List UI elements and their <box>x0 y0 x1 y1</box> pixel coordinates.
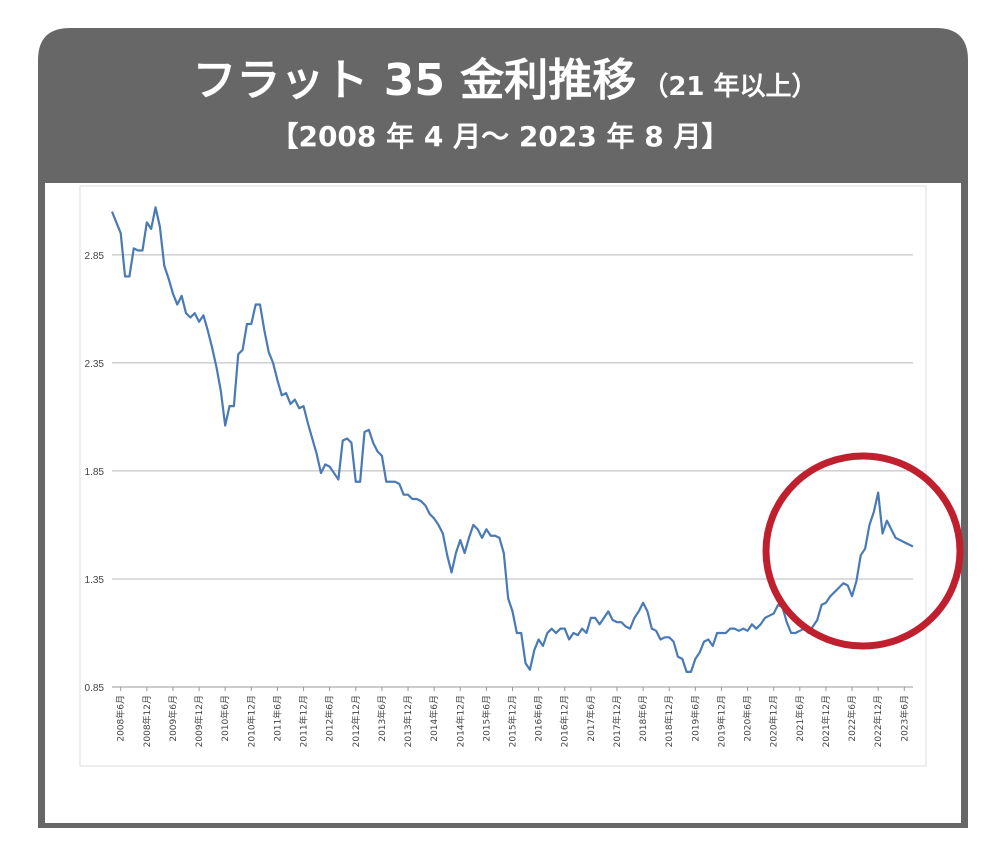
x-tick-label: 2015年12月 <box>507 695 519 747</box>
x-tick-label: 2022年12月 <box>872 695 884 747</box>
x-tick-label: 2014年12月 <box>454 695 466 747</box>
x-tick-label: 2019年12月 <box>715 695 727 747</box>
x-tick-label: 2017年12月 <box>611 695 623 747</box>
x-tick-label: 2009年12月 <box>193 695 205 747</box>
x-tick-label: 2014年6月 <box>428 695 440 742</box>
y-tick-label: 0.85 <box>85 683 105 694</box>
x-tick-label: 2010年6月 <box>219 695 231 742</box>
x-tick-label: 2022年6月 <box>846 695 858 742</box>
x-tick-label: 2023年6月 <box>898 695 910 742</box>
x-tick-label: 2008年12月 <box>141 695 153 747</box>
x-tick-label: 2010年12月 <box>245 695 257 747</box>
chart-title: フラット 35 金利推移 （21 年以上） <box>192 55 817 106</box>
x-tick-label: 2012年12月 <box>350 695 362 747</box>
x-tick-label: 2016年6月 <box>533 695 545 742</box>
x-tick-label: 2020年12月 <box>768 695 780 747</box>
x-tick-label: 2008年6月 <box>115 695 127 742</box>
y-tick-label: 2.85 <box>85 251 105 262</box>
x-tick-label: 2013年12月 <box>402 695 414 747</box>
title-main: フラット 35 金利推移 <box>192 55 636 106</box>
x-tick-label: 2012年6月 <box>324 695 336 742</box>
x-tick-label: 2021年6月 <box>794 695 806 742</box>
plot-box <box>79 185 927 767</box>
y-tick-label: 2.35 <box>85 359 105 370</box>
x-tick-label: 2018年6月 <box>637 695 649 742</box>
title-note: （21 年以上） <box>642 71 817 102</box>
highlight-circle <box>762 452 964 650</box>
x-tick-label: 2021年12月 <box>820 695 832 747</box>
y-tick-label: 1.85 <box>85 467 105 478</box>
x-tick-label: 2018年12月 <box>663 695 675 747</box>
x-tick-label: 2013年6月 <box>376 695 388 742</box>
x-tick-label: 2016年12月 <box>559 695 571 747</box>
y-tick-label: 1.35 <box>85 575 105 586</box>
chart-subtitle: 【2008 年 4 月～ 2023 年 8 月】 <box>270 120 729 153</box>
x-tick-label: 2011年12月 <box>298 695 310 747</box>
x-tick-label: 2015年6月 <box>480 695 492 742</box>
x-tick-label: 2011年6月 <box>271 695 283 742</box>
x-tick-label: 2017年6月 <box>585 695 597 742</box>
x-tick-label: 2019年6月 <box>689 695 701 742</box>
x-tick-label: 2020年6月 <box>742 695 754 742</box>
x-tick-label: 2009年6月 <box>167 695 179 742</box>
